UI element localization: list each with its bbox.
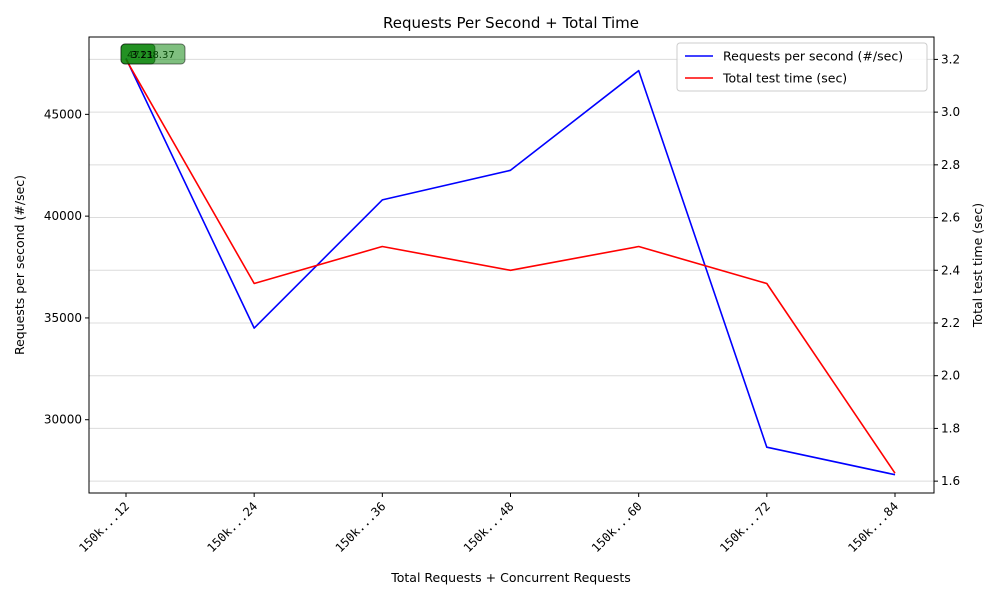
- series-line-requests-per-second: [125, 58, 896, 476]
- series-layer: [125, 58, 896, 476]
- legend-box: [676, 42, 928, 92]
- y-right-tick-label: 2.2: [941, 316, 960, 330]
- x-tick-label: 150k...48: [461, 499, 517, 555]
- y-axis-left-label: Requests per second (#/sec): [12, 175, 27, 355]
- y-right-tick-label: 1.8: [941, 421, 960, 435]
- y-right-tick-label: 2.8: [941, 158, 960, 172]
- x-tick-label: 150k...60: [589, 499, 645, 555]
- y-left-tick-label: 40000: [44, 209, 82, 223]
- annotation-label: 3.21: [131, 50, 153, 61]
- y-right-tick-label: 1.6: [941, 474, 960, 488]
- y-left-tick-label: 45000: [44, 107, 82, 121]
- y-right-tick-label: 2.0: [941, 369, 960, 383]
- x-axis-label: Total Requests + Concurrent Requests: [390, 570, 631, 585]
- y-right-tick-label: 2.4: [941, 263, 960, 277]
- x-tick-label: 150k...84: [845, 499, 901, 555]
- x-tick-label: 150k...36: [333, 499, 389, 555]
- y-right-tick-label: 2.6: [941, 211, 960, 225]
- legend-label-requests-per-second: Requests per second (#/sec): [723, 49, 903, 64]
- series-line-total-test-time: [125, 59, 896, 474]
- x-tick-label: 150k...24: [204, 499, 260, 555]
- chart-title: Requests Per Second + Total Time: [383, 14, 639, 32]
- plot-frame: [88, 36, 935, 494]
- x-tick-label: 150k...12: [76, 499, 132, 555]
- legend-label-total-test-time: Total test time (sec): [722, 71, 847, 86]
- y-left-tick-label: 35000: [44, 311, 82, 325]
- axis-layer: 30000 35000 40000 45000 1.6 1.8 2.0 2.2 2.4 2.6 2.…: [44, 52, 960, 555]
- annotation-layer: 47138.373.21: [120, 43, 186, 65]
- y-left-tick-label: 30000: [44, 413, 82, 427]
- legend: Requests per second (#/sec) Total test ti…: [676, 42, 928, 92]
- y-right-tick-label: 3.2: [941, 52, 960, 66]
- annotation-box: [120, 43, 186, 65]
- y-right-tick-label: 3.0: [941, 105, 960, 119]
- y-axis-right-label: Total test time (sec): [970, 203, 985, 328]
- x-tick-label: 150k...72: [717, 499, 773, 555]
